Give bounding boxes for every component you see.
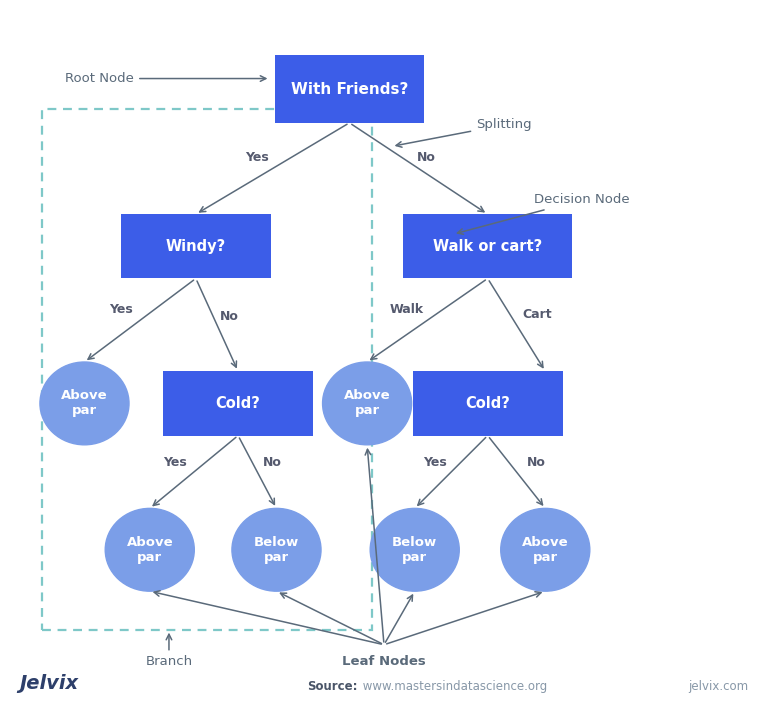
FancyBboxPatch shape [163,371,313,436]
Text: www.mastersindatascience.org: www.mastersindatascience.org [359,680,548,693]
Text: Source:: Source: [307,680,358,693]
Circle shape [370,508,459,591]
Text: Root Node: Root Node [65,72,266,85]
FancyBboxPatch shape [275,56,424,123]
Text: Below
par: Below par [254,536,299,564]
Text: Cold?: Cold? [465,396,510,411]
Circle shape [105,508,194,591]
Text: Windy?: Windy? [166,238,226,254]
Text: Cold?: Cold? [216,396,260,411]
Text: Below
par: Below par [392,536,437,564]
Text: Walk: Walk [390,303,424,316]
Text: Jelvix: Jelvix [19,673,78,693]
Text: Leaf Nodes: Leaf Nodes [342,655,426,668]
Text: Above
par: Above par [61,389,108,418]
FancyBboxPatch shape [403,214,572,278]
Text: Above
par: Above par [127,536,173,564]
Text: No: No [417,151,435,164]
Text: Walk or cart?: Walk or cart? [433,238,542,254]
Text: Yes: Yes [164,456,187,469]
FancyBboxPatch shape [412,371,562,436]
Text: Decision Node: Decision Node [458,193,630,234]
Text: Above
par: Above par [522,536,568,564]
Text: Cart: Cart [523,308,552,321]
Circle shape [40,362,129,445]
Circle shape [501,508,590,591]
Text: Above
par: Above par [344,389,390,418]
Text: No: No [527,456,545,469]
Text: No: No [220,310,238,323]
Text: Yes: Yes [110,303,133,316]
Text: Splitting: Splitting [396,119,531,147]
Text: Branch: Branch [145,634,193,668]
Circle shape [323,362,412,445]
Text: jelvix.com: jelvix.com [689,680,749,693]
Text: Yes: Yes [246,151,269,164]
Text: With Friends?: With Friends? [291,81,408,97]
Circle shape [232,508,321,591]
FancyBboxPatch shape [121,214,271,278]
Text: No: No [263,456,282,469]
Bar [42,109,372,630]
Text: Yes: Yes [424,456,447,469]
